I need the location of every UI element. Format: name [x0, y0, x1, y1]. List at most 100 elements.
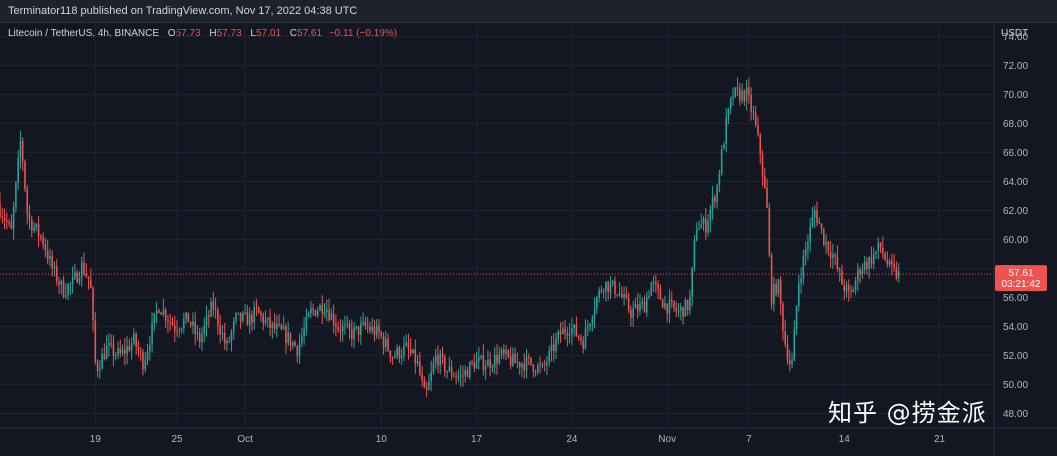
candle-body: [709, 209, 712, 222]
candle-body: [180, 328, 183, 331]
last-price-countdown: 03:21:42: [1002, 279, 1041, 290]
candle-body: [455, 376, 457, 378]
candle-body: [777, 279, 780, 295]
candle-body: [652, 282, 655, 284]
candle-body: [459, 375, 462, 377]
candle-body: [400, 355, 403, 358]
candle-body: [725, 116, 728, 145]
candle-body: [714, 197, 716, 202]
last-price-value: 57.61: [1008, 268, 1033, 279]
candle-body: [539, 365, 541, 367]
candle-body: [444, 356, 446, 372]
candle-body: [850, 290, 852, 293]
price-axis[interactable]: 74.00 72.00 70.00 68.00 66.00 64.00 62.00 60.00…: [1003, 32, 1028, 420]
candle-body: [119, 348, 122, 354]
candlestick-chart[interactable]: 74.00 72.00 70.00 68.00 66.00 64.00 62.00 60.00…: [0, 22, 1057, 456]
candle-body: [895, 267, 898, 279]
candle-body: [321, 304, 324, 314]
candle-body: [693, 240, 696, 268]
candle-body: [378, 325, 380, 333]
candle-body: [768, 207, 771, 256]
candle-body: [773, 283, 775, 305]
candle-body: [437, 355, 439, 366]
candle-body: [167, 320, 169, 322]
close-label: C: [289, 28, 298, 39]
candle-body: [509, 356, 512, 366]
candle-body: [813, 209, 816, 217]
candle-body: [121, 349, 124, 354]
publisher-text: Terminator118 published on TradingView.c…: [8, 5, 358, 17]
candle-body: [562, 328, 564, 335]
candle-body: [823, 228, 825, 245]
candle-body: [691, 267, 693, 297]
candle-body: [78, 278, 81, 283]
candle-body: [648, 295, 650, 298]
symbol-name[interactable]: Litecoin / TetherUS, 4h, BINANCE: [8, 28, 159, 39]
candle-body: [618, 293, 621, 296]
candle-body: [230, 331, 233, 342]
candle-body: [223, 333, 226, 344]
candle-body: [176, 330, 178, 332]
candle-body: [35, 223, 38, 227]
candle-body: [335, 324, 337, 327]
time-tick-label: 10: [376, 434, 388, 445]
candle-body: [634, 303, 637, 309]
candle-body: [228, 340, 231, 342]
candle-body: [811, 216, 814, 227]
candle-body: [670, 299, 673, 302]
candle-body: [484, 366, 487, 371]
high-label: H: [209, 28, 217, 39]
candle-body: [868, 257, 870, 269]
candle-body: [403, 345, 405, 356]
candle-body: [207, 315, 210, 317]
candle-body: [112, 343, 115, 356]
candle-body: [185, 312, 187, 320]
candle-body: [464, 370, 467, 376]
candle-body: [575, 324, 578, 336]
low-label: L: [250, 28, 256, 39]
candle-body: [623, 294, 625, 298]
candle-body: [441, 353, 444, 357]
candle-body: [825, 241, 827, 245]
candle-body: [607, 281, 609, 293]
candle-body: [337, 326, 339, 330]
candle-body: [307, 313, 310, 317]
candle-body: [573, 324, 575, 329]
candle-body: [659, 288, 662, 300]
candle-body: [124, 349, 126, 354]
candle-body: [10, 222, 13, 229]
candle-body: [15, 182, 17, 207]
candle-body: [816, 209, 818, 223]
candle-body: [83, 262, 85, 274]
candle-body: [28, 213, 31, 220]
candle-body: [362, 321, 364, 324]
candle-body: [203, 325, 206, 334]
candle-body: [720, 149, 723, 175]
candle-body: [664, 303, 666, 308]
candle-body: [625, 294, 628, 298]
candle-body: [416, 361, 419, 364]
candle-body: [741, 90, 743, 101]
candle-body: [289, 332, 292, 346]
candle-body: [423, 379, 426, 388]
candle-body: [262, 315, 265, 324]
candle-body: [269, 317, 271, 328]
candle-body: [53, 266, 56, 269]
candle-body: [355, 326, 358, 328]
candle-body: [434, 355, 437, 364]
candle-body: [350, 329, 353, 340]
candle-body: [339, 329, 342, 332]
time-axis[interactable]: 19 25 Oct 10 17 24 Nov 7 14 21: [90, 434, 946, 445]
price-tick-label: 50.00: [1003, 380, 1028, 391]
candle-body: [155, 310, 158, 314]
candle-body: [248, 314, 251, 326]
candle-body: [389, 350, 392, 358]
candle-body: [666, 303, 668, 314]
candle-body: [328, 309, 330, 320]
candle-body: [702, 218, 705, 224]
candle-body: [21, 141, 24, 162]
low-value: 57.01: [255, 28, 282, 39]
candle-body: [266, 317, 269, 320]
candle-body: [12, 206, 15, 229]
candle-body: [541, 364, 544, 366]
